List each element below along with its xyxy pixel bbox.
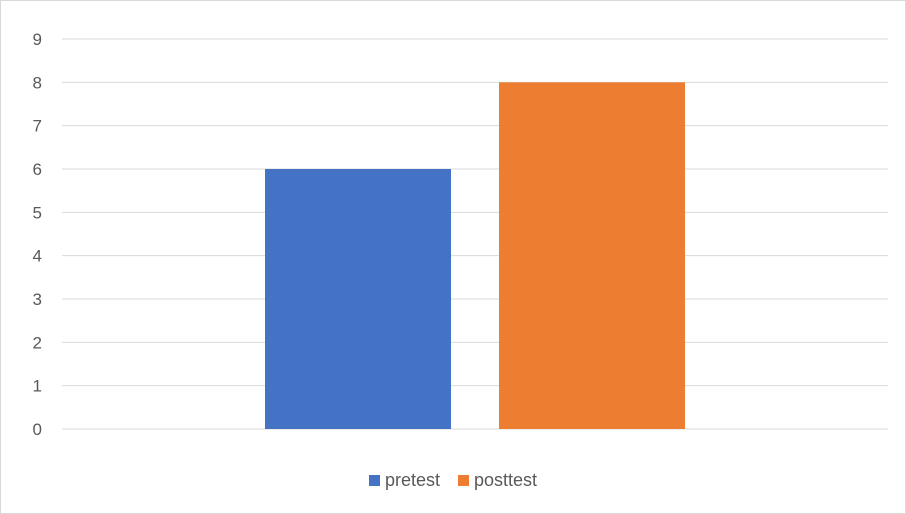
y-tick-label: 4 [33, 247, 42, 266]
legend-item-posttest: posttest [457, 470, 538, 491]
legend-swatch-pretest [368, 475, 380, 486]
bar-pretest [265, 169, 451, 429]
legend-swatch-posttest [457, 475, 469, 486]
y-tick-label: 6 [33, 160, 42, 179]
legend: pretest posttest [0, 470, 906, 491]
y-tick-label: 9 [33, 30, 42, 49]
bars [265, 82, 685, 429]
y-tick-label: 3 [33, 290, 42, 309]
bar-posttest [499, 82, 685, 429]
y-tick-label: 0 [33, 420, 42, 439]
legend-item-pretest: pretest [368, 470, 440, 491]
gridlines [62, 38, 888, 430]
y-tick-label: 5 [33, 203, 42, 222]
legend-label-pretest: pretest [384, 470, 440, 490]
y-tick-label: 2 [33, 333, 42, 352]
y-tick-label: 7 [33, 117, 42, 136]
y-tick-label: 8 [33, 73, 42, 92]
y-axis-ticks: 0 1 2 3 4 5 6 7 8 9 [33, 30, 42, 439]
y-tick-label: 1 [33, 377, 42, 396]
legend-label-posttest: posttest [473, 470, 538, 490]
